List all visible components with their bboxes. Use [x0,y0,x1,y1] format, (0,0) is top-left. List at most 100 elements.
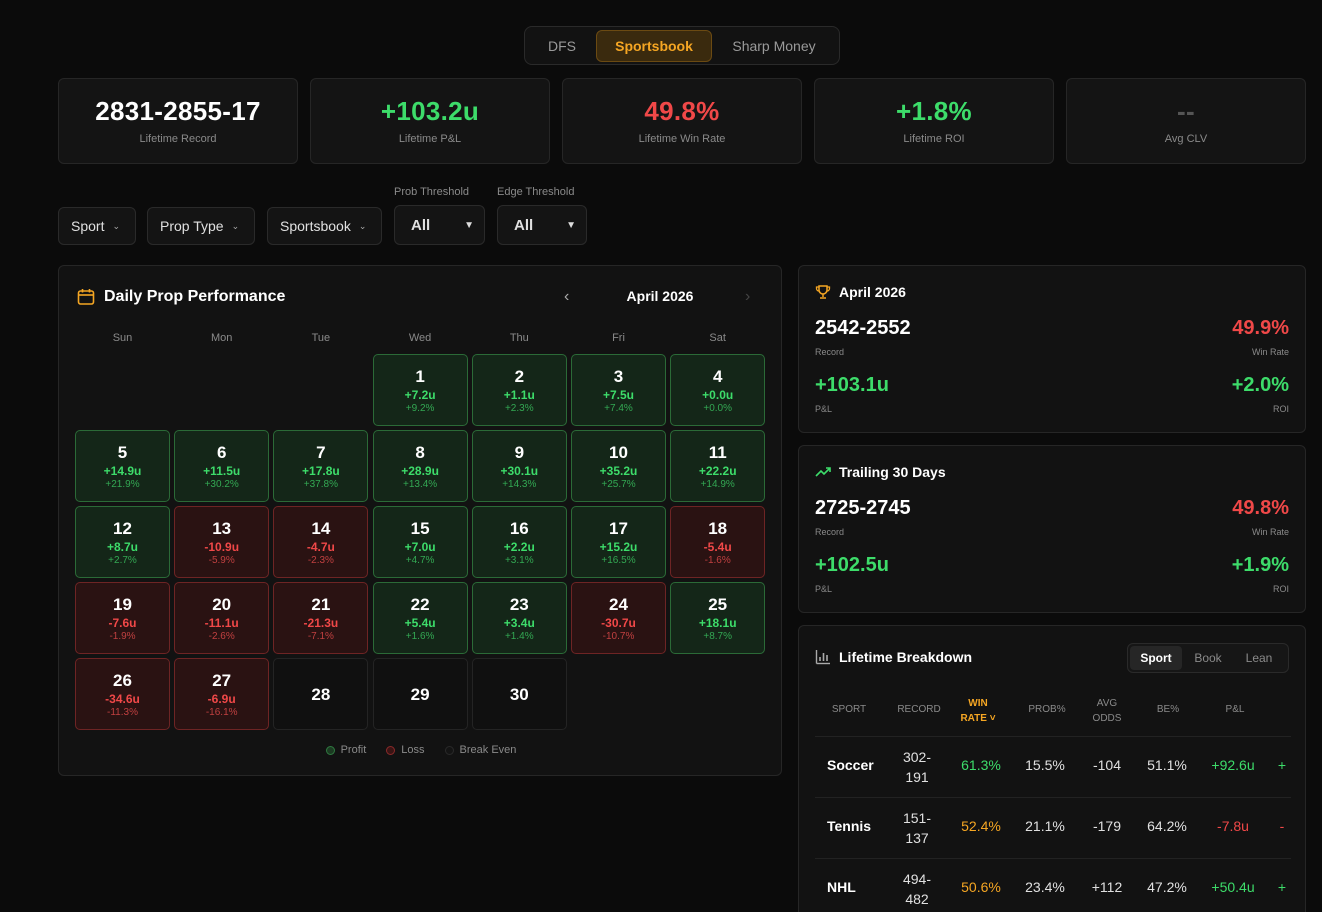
calendar-day-cell[interactable]: 24 -30.7u -10.7% [571,582,666,654]
chevron-left-icon[interactable]: ‹ [564,288,570,305]
col-header-prob[interactable]: PROB% [1028,704,1066,715]
table-row[interactable]: NHL 494- 482 50.6% 23.4% +112 47.2% +50.4u + [815,858,1291,912]
calendar-day-cell[interactable]: 8 +28.9u +13.4% [372,430,468,502]
stat-label: Avg CLV [1164,133,1208,145]
day-number: 15 [410,519,430,538]
sportsbook-filter-label: Sportsbook [280,218,351,234]
day-pl: -10.9u [204,540,240,554]
chevron-right-icon[interactable]: › [745,288,751,305]
calendar-day-cell[interactable]: 3 +7.5u +7.4% [571,354,666,426]
calendar-day-cell[interactable]: 6 +11.5u +30.2% [174,430,270,502]
tab-dfs[interactable]: DFS [548,37,576,54]
prob-threshold-select[interactable]: All ▼ [394,205,485,245]
calendar-day-cell[interactable]: 17 +15.2u +16.5% [571,506,666,578]
calendar-icon [77,289,95,305]
col-header-record[interactable]: RECORD [897,704,941,715]
trailing-record: 2725-2745 [815,497,911,519]
day-pl: +5.4u [404,616,436,630]
col-header-win-rate[interactable]: WIN RATE ˅ [960,698,996,724]
calendar-day-cell[interactable]: 9 +30.1u +14.3% [471,430,567,502]
cell-pl: +92.6u [1211,757,1255,773]
legend-loss: Loss [386,744,425,756]
day-number: 10 [609,443,628,462]
calendar-day-cell[interactable]: 22 +5.4u +1.6% [372,582,468,654]
calendar-day-cell[interactable]: 21 -21.3u -7.1% [273,582,369,654]
tab-sharp-money[interactable]: Sharp Money [732,37,816,54]
calendar-day-cell[interactable]: 20 -11.1u -2.6% [174,582,270,654]
calendar-day-cell[interactable]: 19 -7.6u -1.9% [75,582,170,654]
calendar-day-cell[interactable]: 14 -4.7u -2.3% [273,506,369,578]
calendar-day-cell[interactable]: 13 -10.9u -5.9% [174,506,270,578]
calendar-day-cell[interactable]: 4 +0.0u +0.0% [670,354,766,426]
prop-type-filter[interactable]: Prop Type ⌄ [147,207,255,245]
col-header-avg-odds[interactable]: AVG ODDS [1092,698,1122,724]
calendar-day-cell[interactable]: 28 [273,658,369,730]
sort-desc-icon: ˅ [989,713,996,724]
cell-pl: +50.4u [1211,879,1255,895]
day-pl: -6.9u [207,692,236,706]
cell-sport: Tennis [827,818,872,834]
calendar-day-cell[interactable]: 11 +22.2u +14.9% [670,430,766,502]
calendar-day-cell[interactable]: 7 +17.8u +37.8% [273,430,369,502]
day-roi: -10.7% [602,631,635,642]
sport-filter[interactable]: Sport ⌄ [58,207,136,245]
day-pl: -5.4u [703,540,732,554]
breakdown-title: Lifetime Breakdown [815,649,972,665]
day-pl: +22.2u [698,464,737,478]
calendar-day-cell[interactable]: 29 [372,658,468,730]
stat-card-avg-clv: -- Avg CLV [1066,78,1306,164]
trailing-roi: +1.9% [1231,554,1289,576]
tab-sport[interactable]: Sport [1130,646,1182,670]
calendar-day-cell[interactable]: 15 +7.0u +4.7% [372,506,468,578]
edge-threshold-select[interactable]: All ▼ [497,205,587,245]
stat-label: Lifetime Win Rate [638,133,726,145]
day-number: 5 [117,443,128,462]
prob-threshold-value: All [411,216,431,234]
table-row[interactable]: Soccer 302- 191 61.3% 15.5% -104 51.1% +92.6u + [815,736,1291,797]
day-roi: +25.7% [601,479,636,490]
sportsbook-filter[interactable]: Sportsbook ⌄ [267,207,382,245]
day-pl: -4.7u [306,540,335,554]
calendar-title-text: Daily Prop Performance [104,288,286,305]
weekday-header: Fri [612,332,625,344]
calendar-day-cell[interactable]: 12 +8.7u +2.7% [75,506,170,578]
day-pl: +2.2u [503,540,535,554]
lifetime-breakdown-card: Lifetime Breakdown Sport Book Lean SPORT… [798,625,1306,912]
month-roi: +2.0% [1231,374,1289,396]
day-roi: +0.0% [703,403,732,414]
table-row[interactable]: Tennis 151- 137 52.4% 21.1% -179 64.2% -7.8u - [815,797,1291,858]
col-header-be[interactable]: BE% [1156,704,1180,715]
day-roi: +9.2% [405,403,435,414]
cell-avg-odds: -179 [1092,818,1122,834]
cell-record: 151- 137 [902,810,932,846]
day-number: 14 [311,519,331,538]
calendar-day-cell[interactable]: 27 -6.9u -16.1% [174,658,270,730]
day-pl: -30.7u [601,616,636,630]
calendar-day-cell[interactable]: 23 +3.4u +1.4% [471,582,567,654]
calendar-day-cell[interactable]: 30 [471,658,567,730]
cell-sport: Soccer [827,757,874,773]
cell-be: 47.2% [1147,879,1187,895]
calendar-day-cell[interactable]: 2 +1.1u +2.3% [471,354,567,426]
calendar-day-cell[interactable]: 1 +7.2u +9.2% [372,354,468,426]
tab-sportsbook[interactable]: Sportsbook [596,29,712,62]
day-roi: +14.3% [502,479,537,490]
tab-book[interactable]: Book [1194,651,1222,665]
col-header-pl[interactable]: P&L [1225,704,1245,715]
day-pl: +28.9u [401,464,439,478]
stat-card-lifetime-record: 2831-2855-17 Lifetime Record [58,78,298,164]
calendar-day-cell[interactable]: 10 +35.2u +25.7% [571,430,666,502]
calendar-day-cell[interactable]: 5 +14.9u +21.9% [75,430,170,502]
stat-value: -- [1177,96,1195,126]
day-number: 30 [509,685,529,704]
calendar-day-cell[interactable]: 26 -34.6u -11.3% [75,658,170,730]
weekday-header: Tue [311,332,331,344]
breakdown-tabs: Sport Book Lean [1127,643,1289,673]
day-pl: -34.6u [105,692,140,706]
calendar-day-cell[interactable]: 18 -5.4u -1.6% [670,506,766,578]
col-header-sport[interactable]: SPORT [831,704,867,715]
calendar-day-cell[interactable]: 16 +2.2u +3.1% [471,506,567,578]
tab-lean[interactable]: Lean [1245,651,1273,665]
day-pl: +8.7u [106,540,139,554]
calendar-day-cell[interactable]: 25 +18.1u +8.7% [670,582,766,654]
